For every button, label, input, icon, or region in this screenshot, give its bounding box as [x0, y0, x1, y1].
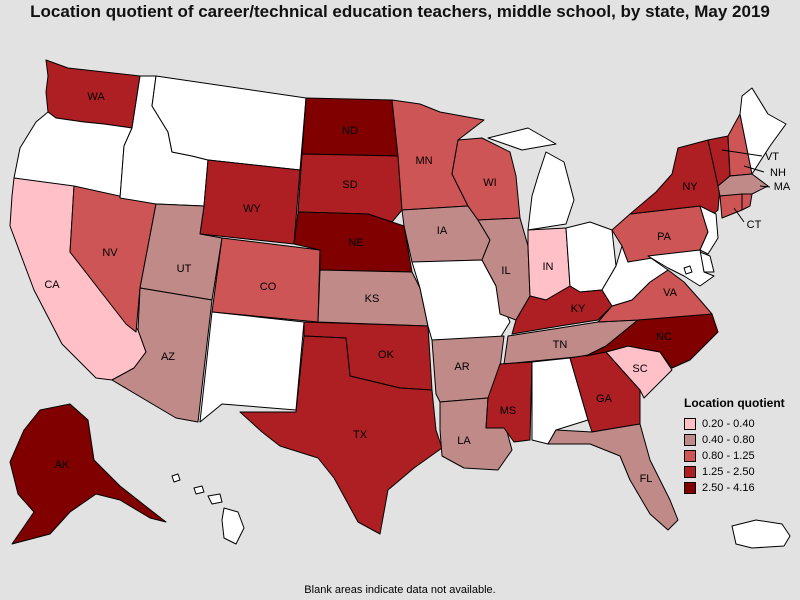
label-ia: IA: [437, 225, 448, 237]
label-ny: NY: [682, 181, 698, 193]
legend-swatch: [684, 418, 696, 430]
state-md[interactable]: [647, 249, 715, 287]
legend-label: 2.50 - 4.16: [702, 482, 755, 494]
label-ut: UT: [177, 263, 192, 275]
label-wa: WA: [87, 91, 105, 103]
state-nc[interactable]: [585, 313, 719, 369]
legend-label: 0.40 - 0.80: [702, 434, 755, 446]
state-ny[interactable]: [629, 139, 721, 221]
legend-swatch: [684, 450, 696, 462]
legend-label: 0.20 - 0.40: [702, 418, 755, 430]
state-nm[interactable]: [199, 311, 305, 423]
label-ks: KS: [365, 293, 380, 305]
label-wi: WI: [483, 177, 496, 189]
leader-vt: [721, 149, 763, 157]
label-nc: NC: [656, 331, 672, 343]
label-ar: AR: [454, 361, 469, 373]
label-la: LA: [457, 435, 471, 447]
label-in: IN: [543, 261, 554, 273]
legend-row: 0.40 - 0.80: [684, 432, 796, 448]
label-tx: TX: [353, 429, 368, 441]
state-nj[interactable]: [699, 205, 719, 255]
legend-row: 0.20 - 0.40: [684, 416, 796, 432]
state-ak[interactable]: [9, 403, 167, 545]
state-ri[interactable]: [741, 193, 753, 211]
legend-swatch: [684, 466, 696, 478]
footnote: Blank areas indicate data not available.: [304, 584, 496, 596]
state-il[interactable]: [477, 217, 531, 321]
map-title: Location quotient of career/technical ed…: [30, 2, 770, 21]
label-wy: WY: [243, 203, 261, 215]
leader-nh: [743, 165, 765, 173]
label-ak: AK: [55, 459, 70, 471]
legend: Location quotient 0.20 - 0.40 0.40 - 0.8…: [684, 396, 796, 496]
state-fl[interactable]: [547, 423, 679, 531]
label-fl: FL: [640, 473, 653, 485]
legend-title: Location quotient: [684, 396, 785, 410]
legend-row: 0.80 - 1.25: [684, 448, 796, 464]
state-wv[interactable]: [601, 245, 669, 307]
label-ct: CT: [747, 219, 762, 231]
legend-row: 2.50 - 4.16: [684, 480, 796, 496]
label-il: IL: [501, 265, 510, 277]
state-co[interactable]: [211, 237, 321, 323]
label-mn: MN: [415, 155, 432, 167]
label-nh: NH: [770, 167, 786, 179]
label-ca: CA: [44, 279, 60, 291]
leader-ma: [759, 185, 771, 188]
legend-label: 1.25 - 2.50: [702, 466, 755, 478]
state-labels: WA CA NV WY UT AZ CO ND SD NE KS OK TX M…: [44, 91, 791, 485]
label-ma: MA: [774, 181, 791, 193]
label-az: AZ: [161, 351, 175, 363]
label-nd: ND: [342, 125, 358, 137]
label-ne: NE: [348, 237, 363, 249]
state-tx[interactable]: [239, 335, 443, 535]
state-pr[interactable]: [731, 519, 791, 549]
label-sc: SC: [632, 363, 647, 375]
legend-swatch: [684, 482, 696, 494]
label-sd: SD: [342, 179, 357, 191]
label-ga: GA: [596, 393, 613, 405]
label-ok: OK: [378, 349, 395, 361]
state-hi[interactable]: [171, 473, 245, 545]
state-wy[interactable]: [199, 159, 301, 245]
state-mi[interactable]: [487, 127, 575, 231]
label-tn: TN: [553, 339, 568, 351]
legend-label: 0.80 - 1.25: [702, 450, 755, 462]
label-nv: NV: [102, 247, 118, 259]
legend-swatch: [684, 434, 696, 446]
leader-ct: [733, 207, 745, 223]
label-ms: MS: [500, 405, 517, 417]
label-vt: VT: [765, 151, 779, 163]
label-va: VA: [663, 287, 678, 299]
label-pa: PA: [657, 231, 672, 243]
state-az[interactable]: [111, 287, 213, 423]
label-ky: KY: [571, 303, 586, 315]
legend-row: 1.25 - 2.50: [684, 464, 796, 480]
label-co: CO: [260, 281, 277, 293]
state-dc[interactable]: [683, 265, 693, 275]
